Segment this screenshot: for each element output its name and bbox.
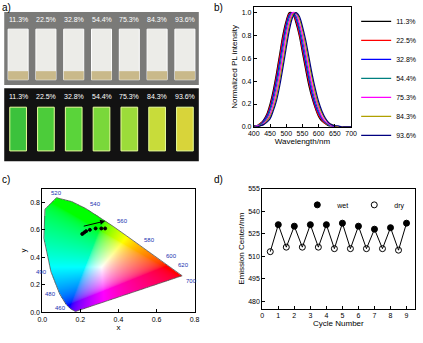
svg-text:9: 9 [405,312,409,319]
svg-text:Emission Center/nm: Emission Center/nm [237,212,246,284]
svg-text:0.2: 0.2 [30,281,40,288]
svg-text:54.4%: 54.4% [92,93,112,100]
svg-text:560: 560 [117,218,128,224]
svg-text:0.4: 0.4 [114,316,124,323]
svg-text:525: 525 [248,230,260,237]
svg-text:700: 700 [186,278,197,284]
svg-text:0.6: 0.6 [152,316,162,323]
svg-text:650: 650 [329,130,341,137]
svg-text:dry: dry [394,202,404,210]
svg-text:490: 490 [36,269,47,275]
svg-text:75.3%: 75.3% [119,16,139,23]
svg-text:460: 460 [55,305,66,311]
svg-text:540: 540 [248,208,260,215]
svg-text:93.6%: 93.6% [175,16,195,23]
svg-text:d): d) [214,174,223,185]
svg-text:0.0: 0.0 [30,309,40,316]
svg-text:22.5%: 22.5% [36,93,56,100]
svg-text:0.6: 0.6 [30,226,40,233]
svg-text:1.0: 1.0 [242,9,252,16]
svg-text:580: 580 [144,237,155,243]
svg-text:0: 0 [260,312,264,319]
svg-text:700: 700 [345,130,357,137]
svg-text:a): a) [2,2,11,13]
svg-text:555: 555 [248,185,260,192]
svg-text:0.6: 0.6 [242,55,252,62]
svg-text:wet: wet [336,202,348,209]
svg-text:84.3%: 84.3% [147,16,167,23]
svg-text:400: 400 [248,130,260,137]
svg-text:84.3%: 84.3% [396,113,416,120]
svg-text:84.3%: 84.3% [147,93,167,100]
svg-text:495: 495 [248,275,260,282]
svg-text:Normalized PL intensity: Normalized PL intensity [230,25,239,109]
svg-text:6: 6 [356,312,360,319]
svg-text:0.2: 0.2 [76,316,86,323]
svg-text:510: 510 [248,253,260,260]
svg-text:54.4%: 54.4% [92,16,112,23]
svg-text:0.0: 0.0 [242,123,252,130]
svg-text:2: 2 [292,312,296,319]
svg-text:11.3%: 11.3% [396,18,415,25]
svg-text:0.8: 0.8 [242,32,252,39]
svg-text:0.2: 0.2 [242,100,252,107]
svg-text:11.3%: 11.3% [9,93,28,100]
svg-text:0.8: 0.8 [190,316,200,323]
svg-text:22.5%: 22.5% [36,16,56,23]
svg-text:620: 620 [178,262,189,268]
svg-text:32.8%: 32.8% [64,16,84,23]
svg-text:600: 600 [166,253,177,259]
svg-text:7: 7 [373,312,377,319]
svg-text:32.8%: 32.8% [64,93,84,100]
svg-text:8: 8 [389,312,393,319]
svg-text:480: 480 [248,298,260,305]
svg-text:3: 3 [308,312,312,319]
svg-text:450: 450 [264,130,276,137]
svg-text:75.3%: 75.3% [396,94,416,101]
svg-text:600: 600 [313,130,325,137]
svg-text:0.4: 0.4 [30,254,40,261]
svg-text:0.4: 0.4 [242,78,252,85]
svg-text:y: y [19,248,28,252]
svg-text:x: x [116,323,120,332]
svg-text:540: 540 [90,201,101,207]
svg-text:b): b) [214,2,223,13]
svg-text:Wavelength/nm: Wavelength/nm [275,137,331,146]
svg-text:0.0: 0.0 [37,316,47,323]
svg-text:93.6%: 93.6% [175,93,195,100]
svg-text:c): c) [2,174,10,185]
svg-text:5: 5 [340,312,344,319]
svg-text:75.3%: 75.3% [119,93,139,100]
svg-text:32.8%: 32.8% [396,56,416,63]
svg-text:4: 4 [324,312,328,319]
svg-text:500: 500 [280,130,292,137]
svg-text:0.8: 0.8 [30,199,40,206]
svg-text:22.5%: 22.5% [396,37,416,44]
svg-text:Cycle Number: Cycle Number [313,319,364,328]
svg-text:1: 1 [276,312,280,319]
svg-text:520: 520 [51,190,62,196]
svg-text:93.6%: 93.6% [396,132,416,139]
svg-text:11.3%: 11.3% [9,16,28,23]
svg-text:54.4%: 54.4% [396,75,416,82]
svg-text:480: 480 [45,291,56,297]
svg-text:550: 550 [297,130,309,137]
